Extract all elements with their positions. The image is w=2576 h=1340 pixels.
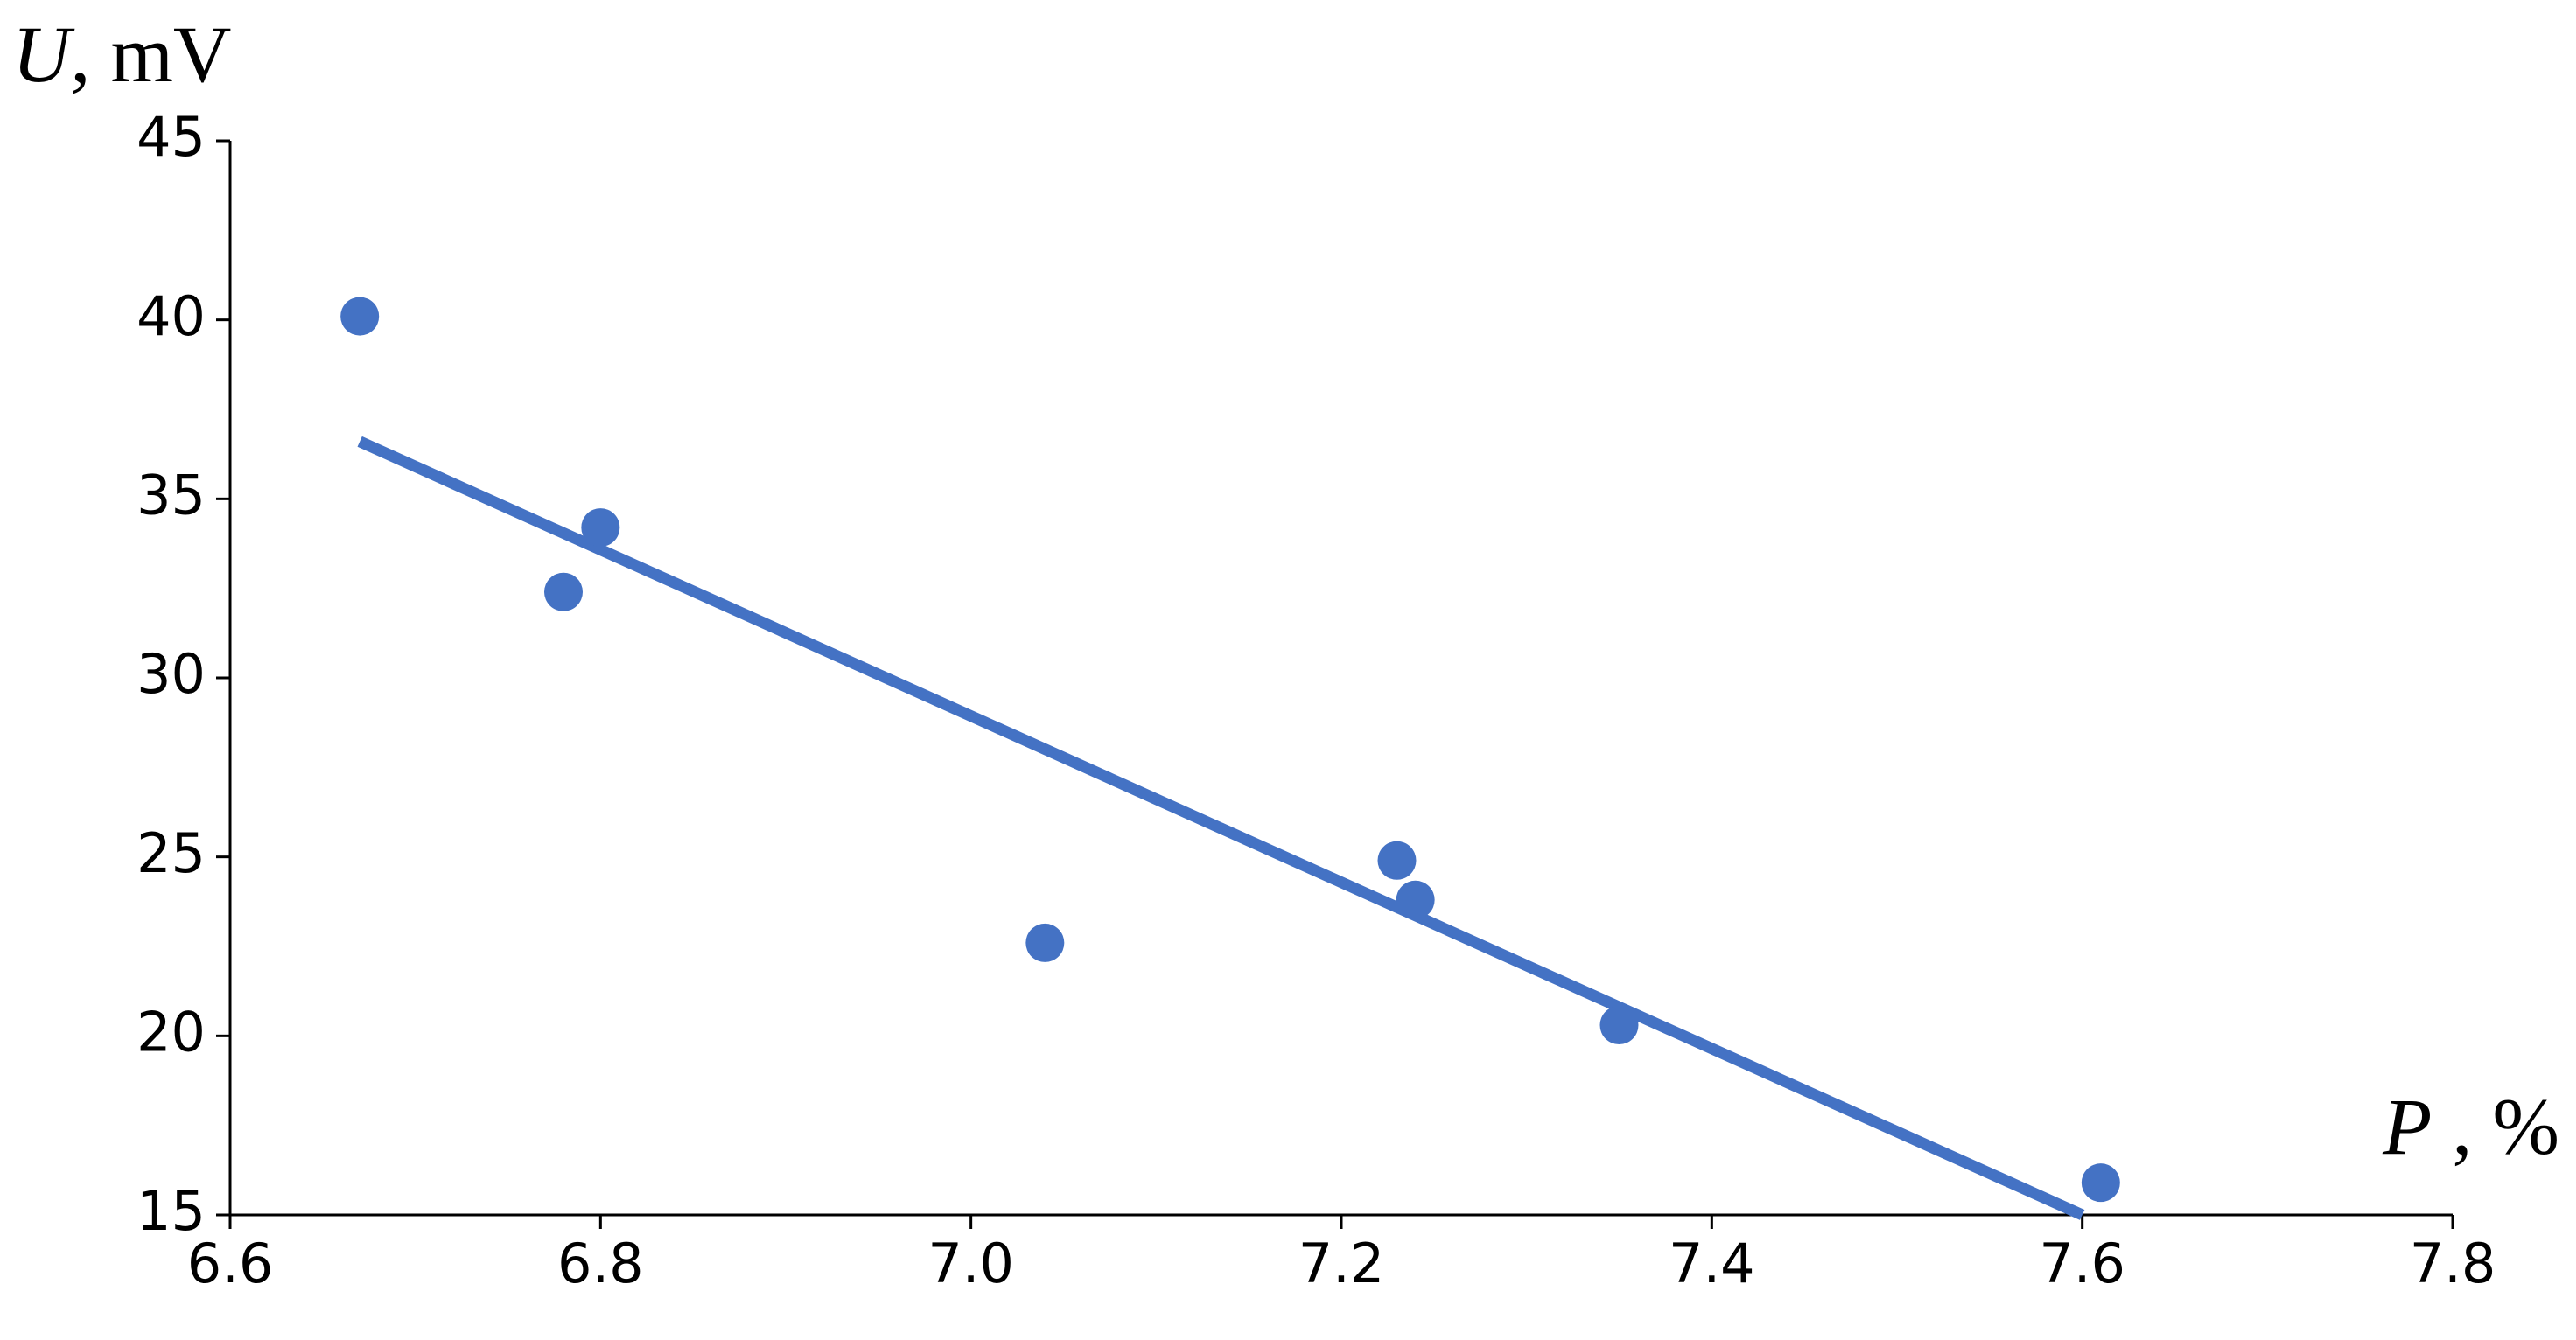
y-tick-label: 30 [136,642,206,706]
x-label-unit: , % [2432,1082,2559,1171]
y-label-var: U [12,10,75,99]
y-label-unit: , mV [70,10,231,99]
x-tick-label: 7.0 [928,1232,1014,1295]
y-tick-label: 25 [136,821,206,885]
x-tick-label: 7.4 [1669,1232,1755,1295]
y-tick-label: 15 [136,1179,206,1243]
data-point [340,297,380,336]
y-tick-label: 45 [136,105,206,169]
y-tick-label: 20 [136,1000,206,1064]
data-point [1600,1006,1639,1045]
data-point [1396,880,1435,919]
trendline [357,436,2085,1220]
data-point [544,572,583,611]
data-point [581,508,620,548]
x-tick-label: 6.6 [187,1232,274,1295]
x-tick-label: 6.8 [557,1232,644,1295]
data-point [1377,841,1417,880]
data-point [1026,923,1065,962]
y-axis-label: U, mV [12,10,231,99]
x-tick-label: 7.6 [2039,1232,2125,1295]
x-tick-label: 7.2 [1298,1232,1385,1295]
data-point [2081,1163,2120,1203]
y-tick-label: 40 [136,284,206,348]
x-label-var: P [2382,1082,2432,1171]
x-axis-label: P , % [2382,1082,2559,1171]
x-tick-label: 7.8 [2410,1232,2496,1295]
y-tick-label: 35 [136,463,206,527]
